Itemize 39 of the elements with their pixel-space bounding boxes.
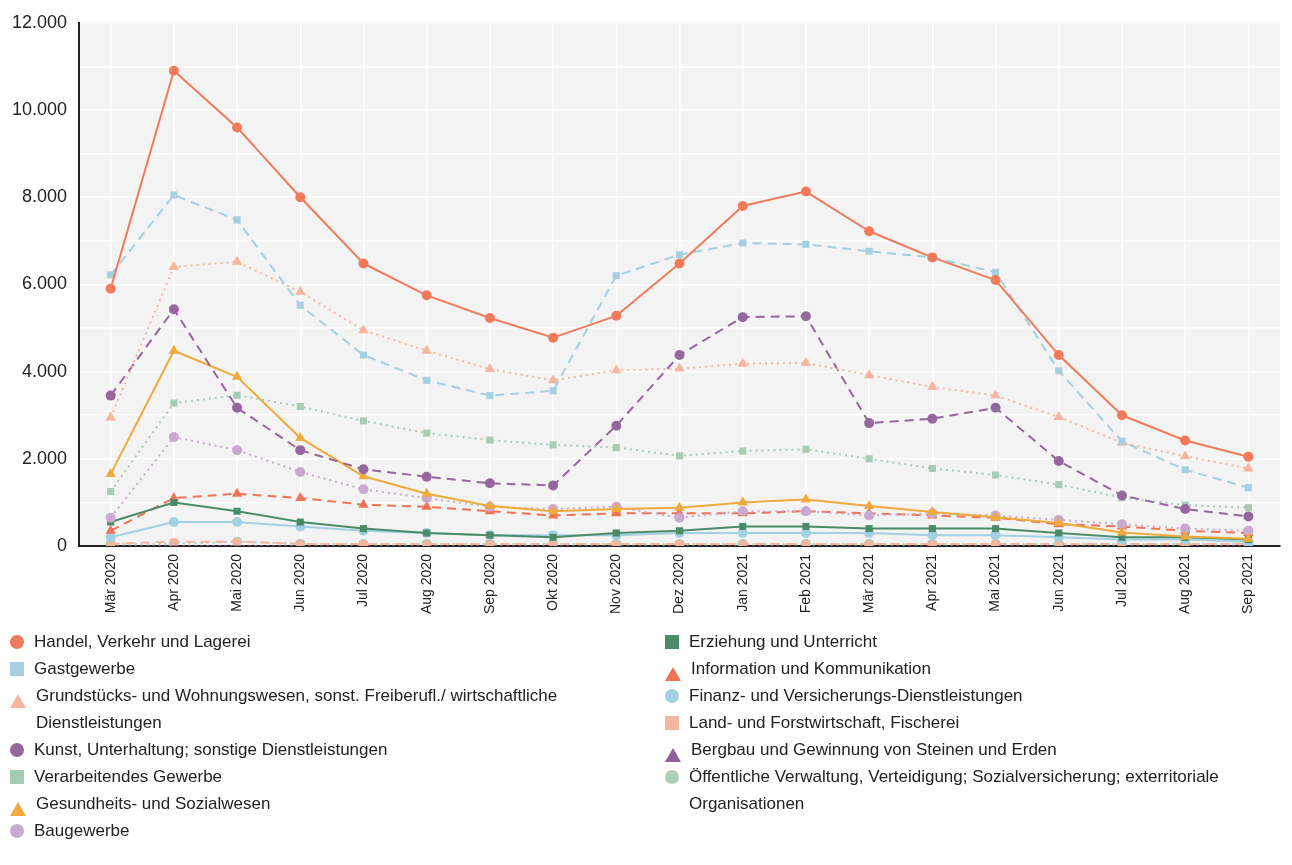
x-tick-label: Apr 2021 <box>923 553 940 611</box>
y-tick-label: 12.000 <box>11 11 68 32</box>
legend-label: Baugewerbe <box>34 820 130 842</box>
x-tick-label: Okt 2020 <box>543 553 560 611</box>
legend-label: Bergbau und Gewinnung von Steinen und Erden <box>691 739 1057 761</box>
x-tick-label: Aug 2020 <box>417 553 434 615</box>
x-tick-label: Sep 2021 <box>1239 553 1256 615</box>
legend-label: Verarbeitendes Gewerbe <box>34 766 223 788</box>
legend-label: Gastgewerbe <box>34 658 136 680</box>
legend-label: Öffentliche Verwaltung, Verteidigung; Sozialversicherung; exterritoriale Organisationen <box>689 766 1220 815</box>
y-tick-label: 8.000 <box>22 186 68 207</box>
legend-label: Land- und Forstwirtschaft, Fischerei <box>689 712 960 734</box>
x-tick-label: Jan 2021 <box>733 553 750 612</box>
legend-label: Kunst, Unterhaltung; sonstige Dienstleistungen <box>34 739 388 761</box>
x-tick-label: Mär 2021 <box>860 553 877 614</box>
x-tick-label: Jul 2021 <box>1112 553 1129 607</box>
y-tick-label: 6.000 <box>22 273 68 294</box>
y-tick-label: 2.000 <box>22 447 68 468</box>
y-tick-label: 0 <box>57 535 68 556</box>
x-tick-label: Mai 2020 <box>227 553 244 612</box>
legend-label: Erziehung und Unterricht <box>689 631 878 653</box>
x-tick-label: Dez 2020 <box>670 553 687 614</box>
legend-label: Information und Kommunikation <box>691 658 932 680</box>
x-tick-label: Jun 2020 <box>291 553 308 612</box>
legend-label: Finanz- und Versicherungs-Dienstleistungen <box>689 685 1023 707</box>
legend-label: Grundstücks- und Wohnungswesen, sonst. Freiberufl./ wirtschaftliche Dienstleistungen <box>36 685 559 734</box>
x-tick-label: Mär 2020 <box>101 553 118 614</box>
x-tick-label: Apr 2020 <box>164 553 181 611</box>
legend-label: Handel, Verkehr und Lagerei <box>34 631 251 653</box>
y-tick-label: 4.000 <box>22 360 68 381</box>
x-tick-label: Nov 2020 <box>607 553 624 614</box>
x-tick-label: Jun 2021 <box>1049 553 1066 612</box>
x-tick-label: Jul 2020 <box>354 553 371 607</box>
x-tick-label: Mai 2021 <box>986 553 1003 612</box>
x-tick-label: Sep 2020 <box>480 553 497 615</box>
x-tick-label: Feb 2021 <box>796 553 813 614</box>
legend-label: Gesundheits- und Sozialwesen <box>36 793 271 815</box>
x-tick-label: Aug 2021 <box>1176 553 1193 615</box>
y-tick-label: 10.000 <box>11 98 68 119</box>
